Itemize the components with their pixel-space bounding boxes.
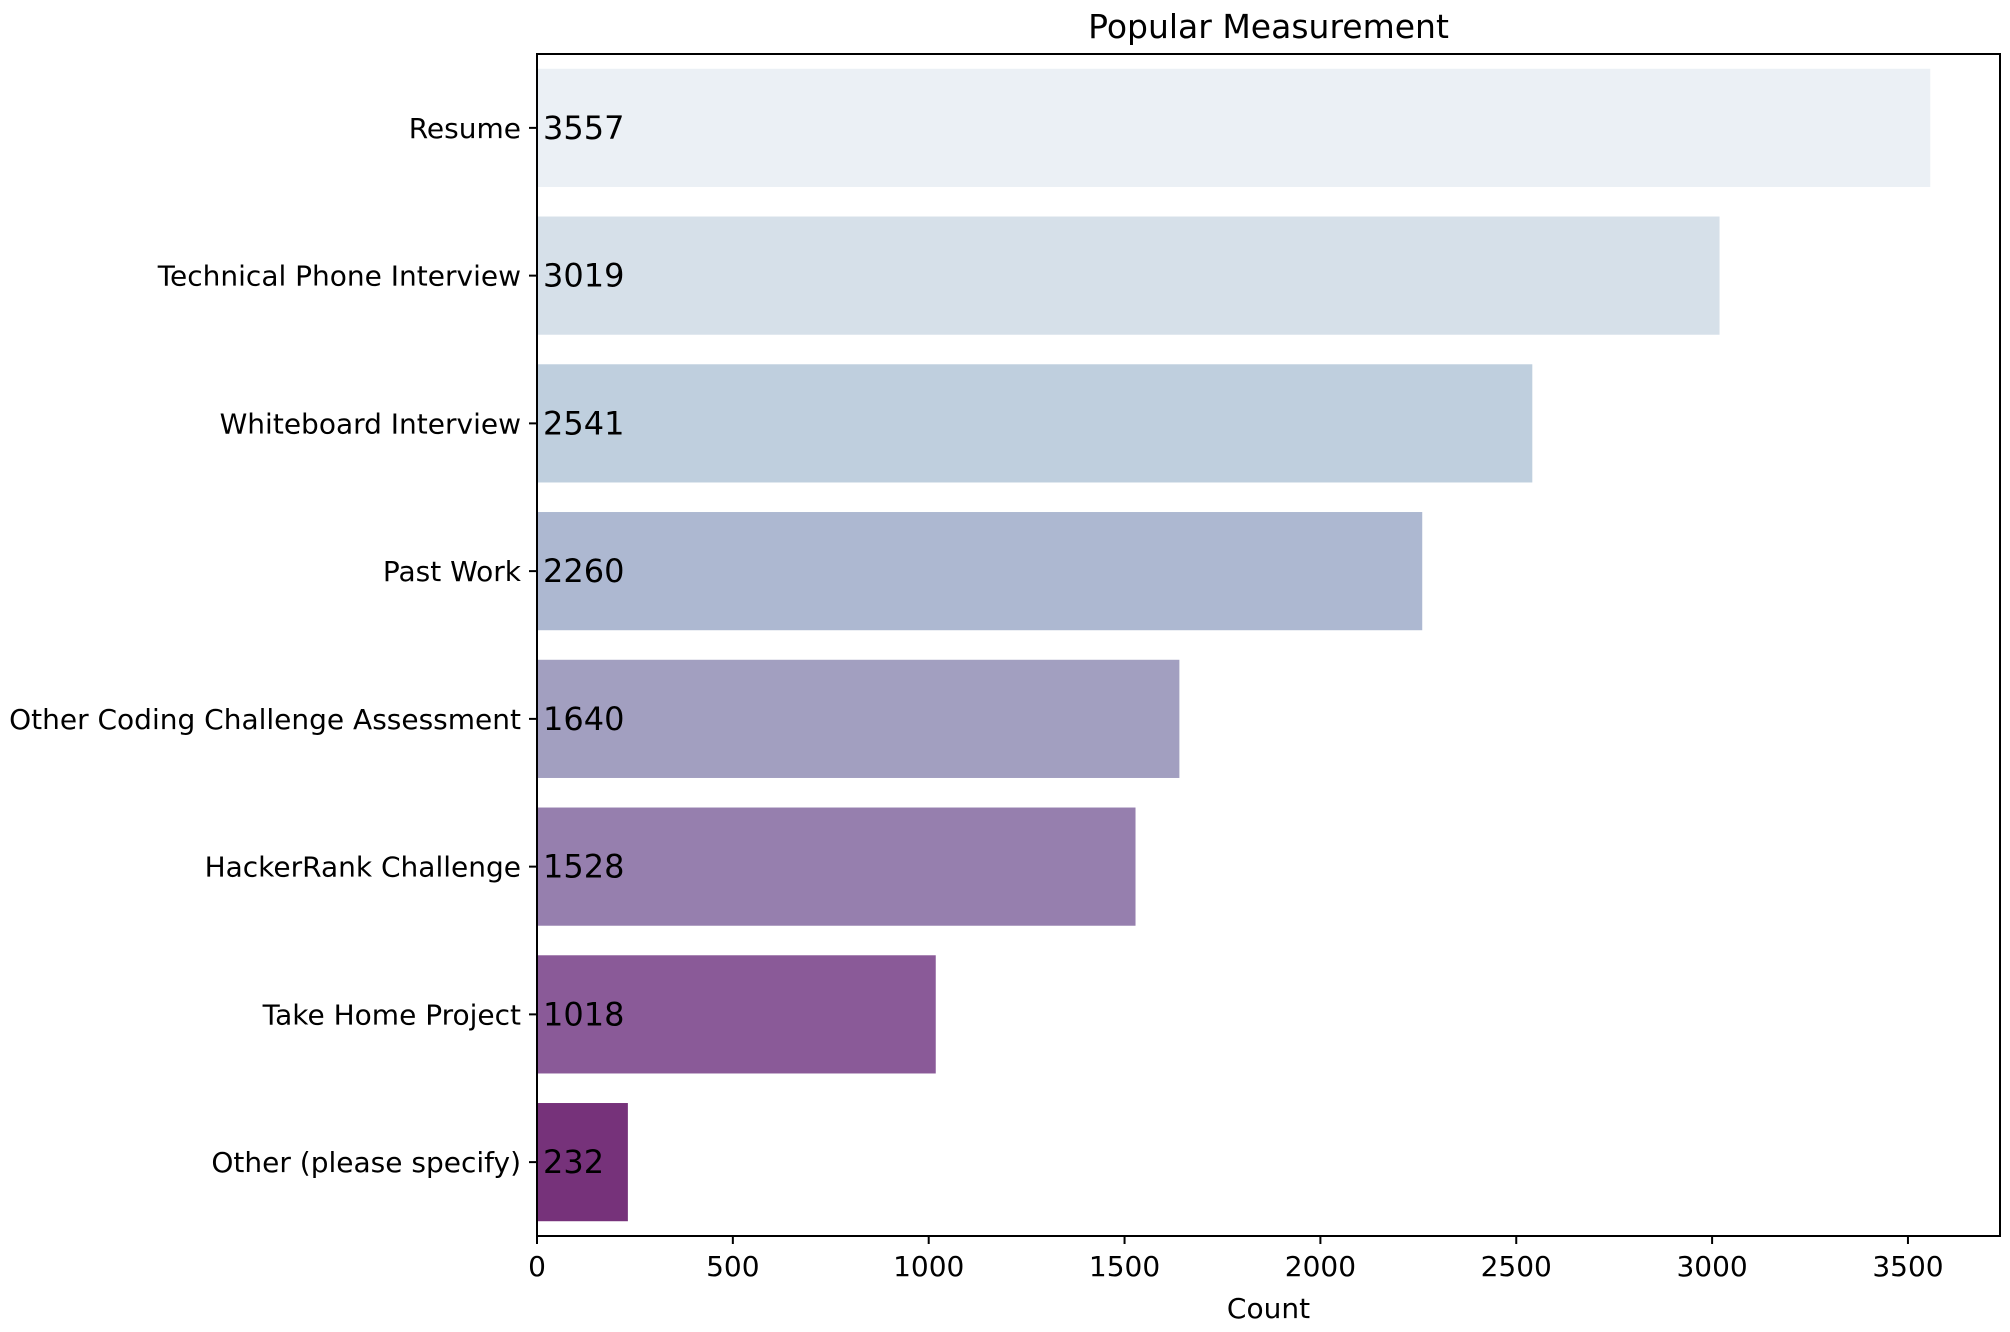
y-tick-label-0: Resume: [409, 112, 521, 145]
y-tick-label-6: Take Home Project: [262, 998, 521, 1031]
bar-1: [537, 216, 1720, 335]
x-tick-label-0: 0: [528, 1250, 546, 1283]
bar-value-label-7: 232: [543, 1143, 604, 1181]
bar-value-label-5: 1528: [543, 848, 624, 886]
chart-title: Popular Measurement: [1088, 7, 1449, 46]
bar-5: [537, 807, 1136, 926]
bar-value-label-3: 2260: [543, 552, 624, 590]
bar-4: [537, 659, 1180, 778]
bar-value-label-6: 1018: [543, 995, 624, 1033]
bar-7: [537, 1103, 628, 1222]
x-axis: 0 500 1000 1500 2000 2500 3000 3500: [528, 1236, 1944, 1283]
x-tick-label-7: 3500: [1872, 1250, 1943, 1283]
x-tick-label-2: 1000: [893, 1250, 964, 1283]
y-axis: Resume Technical Phone Interview Whiteboar…: [9, 112, 537, 1179]
x-tick-label-6: 3000: [1676, 1250, 1747, 1283]
x-tick-label-3: 1500: [1089, 1250, 1160, 1283]
bar-value-label-2: 2541: [543, 404, 624, 442]
y-tick-label-3: Past Work: [383, 555, 522, 588]
bars-layer: [537, 68, 1931, 1222]
bar-2: [537, 364, 1533, 483]
x-tick-label-4: 2000: [1285, 1250, 1356, 1283]
bar-value-label-4: 1640: [543, 700, 624, 738]
bar-value-label-1: 3019: [543, 257, 624, 295]
x-tick-label-5: 2500: [1481, 1250, 1552, 1283]
y-tick-label-2: Whiteboard Interview: [220, 407, 521, 440]
y-tick-label-7: Other (please specify): [211, 1146, 521, 1179]
x-tick-label-1: 500: [706, 1250, 759, 1283]
bar-0: [537, 68, 1931, 187]
y-tick-label-5: HackerRank Challenge: [205, 851, 521, 884]
bar-value-label-0: 3557: [543, 109, 624, 147]
y-tick-label-4: Other Coding Challenge Assessment: [9, 703, 521, 736]
bar-3: [537, 512, 1423, 631]
y-tick-label-1: Technical Phone Interview: [157, 260, 521, 293]
bar-6: [537, 955, 936, 1074]
plot-frame: [536, 53, 2001, 1237]
x-axis-label: Count: [1227, 1292, 1310, 1325]
value-labels-layer: 3557 3019 2541 2260 1640 1528 1018 232: [543, 109, 624, 1181]
